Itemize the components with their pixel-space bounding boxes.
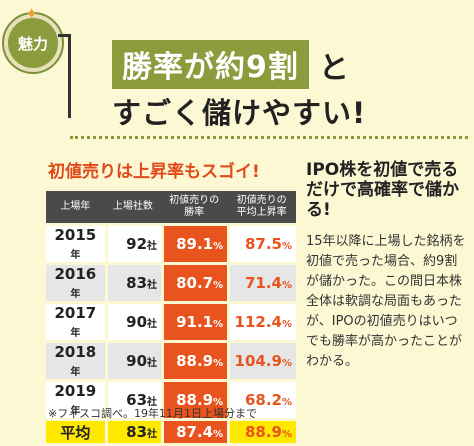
year-cell: 2018年 (46, 343, 105, 379)
header-count: 上場社数 (104, 191, 162, 223)
bracket-line (68, 34, 71, 118)
appeal-badge: ✦ 魅力 (2, 4, 64, 74)
dotted-divider (70, 136, 468, 139)
bracket-top (58, 34, 70, 37)
table-row: 2017年 90社 91.1% 112.4% (46, 304, 296, 340)
header-year: 上場年 (46, 191, 105, 223)
win-rate-cell: 88.9% (161, 382, 228, 418)
avg-rise-cell: 104.9% (227, 343, 296, 379)
year-cell: 2016年 (46, 265, 105, 301)
win-rate-cell: 91.1% (161, 304, 228, 340)
right-title: IPO株を初値で売るだけで高確率で儲かる! (306, 160, 459, 220)
win-rate-cell: 89.1% (161, 226, 228, 262)
avg-rise-cell: 71.4% (227, 265, 296, 301)
source-note: ※フィスコ調べ。19年11月1日上場分まで (48, 407, 257, 420)
right-body: 15年以降に上場した銘柄を初値で売った場合、約9割が儲かった。この間日本株全体は… (306, 234, 466, 369)
headline-line2: すごく儲けやすい! (112, 96, 367, 130)
count-cell: 83社 (104, 421, 162, 443)
table-row: 2016年 83社 80.7% 71.4% (46, 265, 296, 301)
headline-tail: と (318, 50, 349, 86)
badge-label: 魅力 (17, 34, 48, 53)
average-row: 平均 83社 87.4% 88.9% (46, 421, 296, 443)
count-cell: 63社 (104, 382, 162, 418)
header-win-rate: 初値売りの 勝率 (161, 191, 228, 223)
header-avg-rise: 初値売りの 平均上昇率 (227, 191, 296, 223)
avg-rise-cell: 88.9% (227, 421, 296, 443)
table-row: 2018年 90社 88.9% 104.9% (46, 343, 296, 379)
count-cell: 83社 (104, 265, 162, 301)
table-header-row: 上場年 上場社数 初値売りの 勝率 初値売りの 平均上昇率 (46, 191, 296, 223)
avg-rise-cell: 87.5% (227, 226, 296, 262)
badge-circle: ✦ 魅力 (8, 4, 58, 68)
count-cell: 90社 (104, 304, 162, 340)
avg-rise-cell: 68.2% (227, 382, 296, 418)
count-cell: 92社 (104, 226, 162, 262)
count-cell: 90社 (104, 343, 162, 379)
table-title: 初値売りは上昇率もスゴイ! (48, 162, 260, 182)
year-cell: 2019年 (46, 382, 105, 418)
average-label: 平均 (46, 421, 105, 443)
table-row: 2015年 92社 89.1% 87.5% (46, 226, 296, 262)
win-rate-cell: 80.7% (161, 265, 228, 301)
win-rate-cell: 88.9% (161, 343, 228, 379)
avg-rise-cell: 112.4% (227, 304, 296, 340)
year-cell: 2015年 (46, 226, 105, 262)
headline-line1: 勝率が約9割 と (112, 40, 349, 89)
win-rate-cell: 87.4% (161, 421, 228, 443)
headline-highlight: 勝率が約9割 (112, 40, 309, 89)
table-row: 2019年 63社 88.9% 68.2% (46, 382, 296, 418)
year-cell: 2017年 (46, 304, 105, 340)
sparkle-icon: ✦ (25, 4, 39, 23)
